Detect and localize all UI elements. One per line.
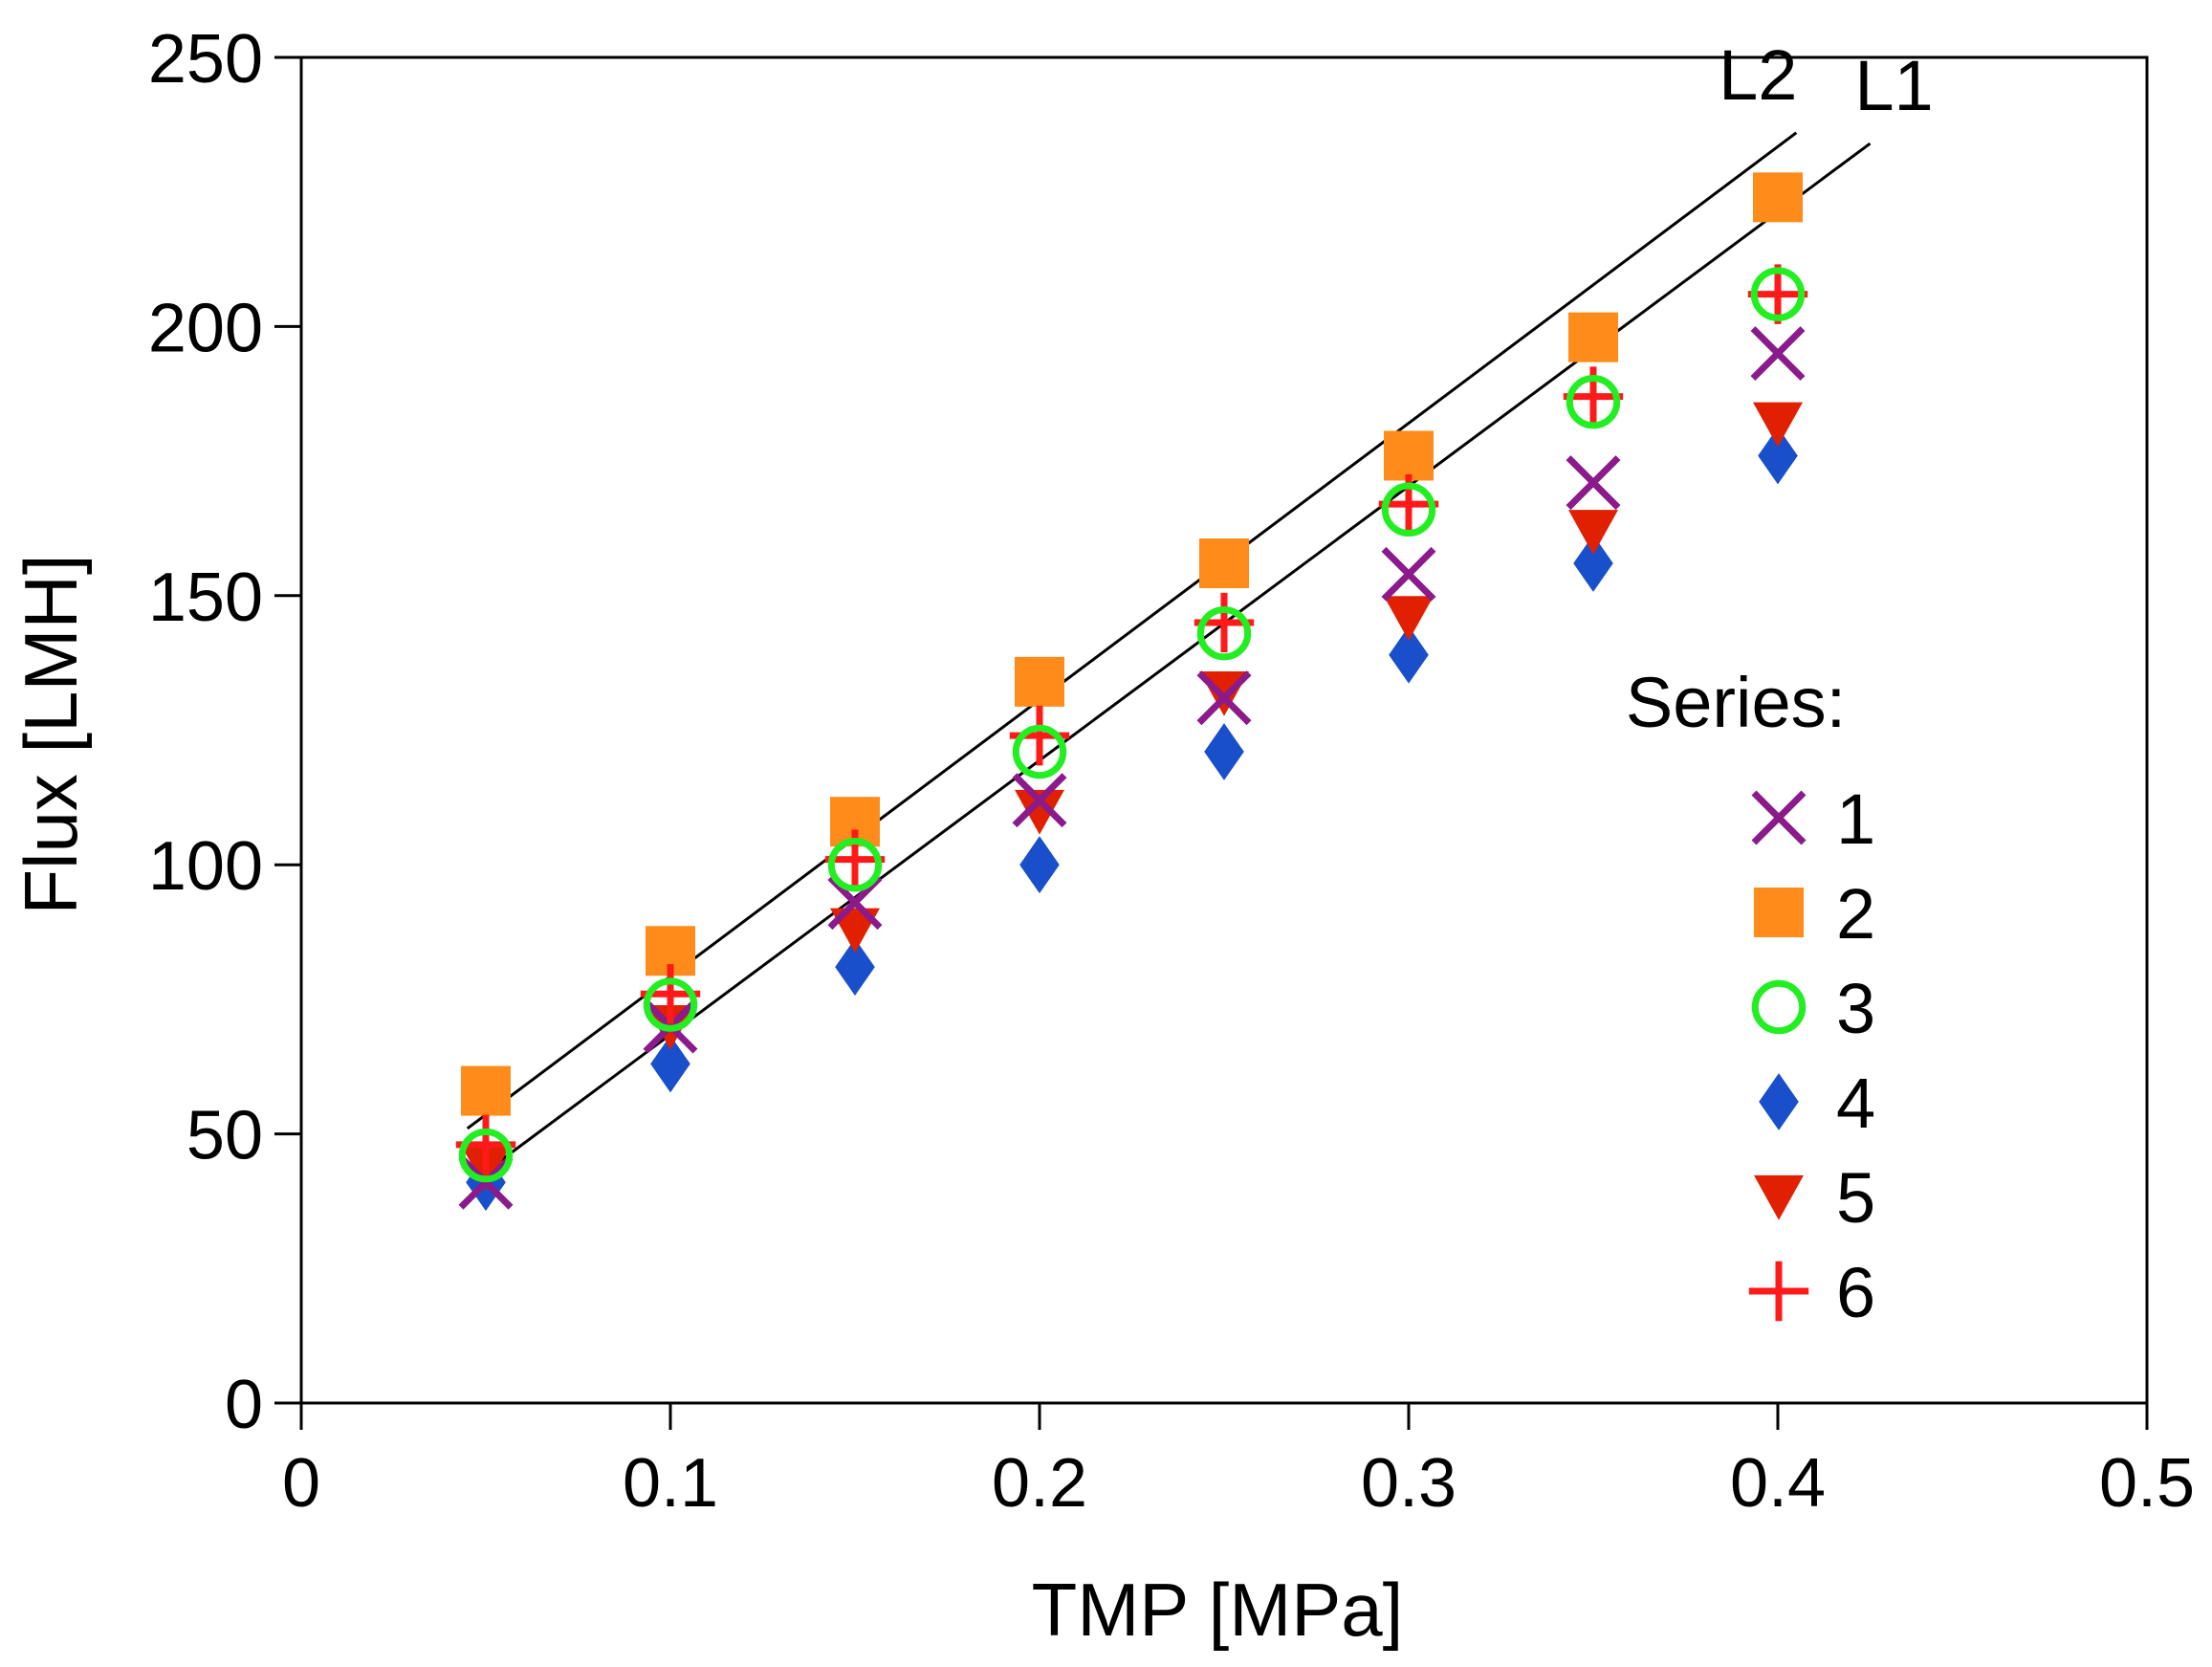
- data-point: [458, 1128, 514, 1183]
- legend-label: 6: [1836, 1253, 1875, 1332]
- data-point: [1389, 625, 1429, 684]
- y-tick-label: 100: [148, 828, 263, 905]
- y-tick-label: 250: [148, 21, 263, 98]
- legend-marker: [1754, 888, 1804, 937]
- data-point: [1747, 264, 1808, 324]
- y-tick-label: 150: [148, 559, 263, 636]
- data-point: [1196, 670, 1252, 726]
- data-point: [1381, 546, 1436, 602]
- data-point: [643, 977, 698, 1032]
- fit-line-label-l1: L1: [1854, 46, 1933, 125]
- data-point: [827, 838, 883, 892]
- legend-item-4: 4: [1759, 1064, 1875, 1143]
- y-axis-title: Flux [LMH]: [9, 554, 93, 914]
- legend-item-6: 6: [1748, 1253, 1875, 1332]
- data-point: [461, 1065, 511, 1116]
- x-tick-label: 0.2: [992, 1445, 1087, 1522]
- x-tick-label: 0.4: [1730, 1445, 1826, 1522]
- legend-item-3: 3: [1751, 969, 1875, 1048]
- x-tick-label: 0: [282, 1445, 320, 1522]
- data-point: [835, 938, 875, 997]
- data-point: [1019, 836, 1060, 894]
- legend-label: 4: [1836, 1064, 1875, 1143]
- x-tick-label: 0.5: [2099, 1445, 2195, 1522]
- data-point: [1758, 427, 1798, 485]
- x-axis-title: TMP [MPa]: [1032, 1568, 1404, 1652]
- data-point: [1015, 656, 1064, 707]
- data-point: [1012, 773, 1067, 828]
- y-tick-label: 0: [225, 1367, 263, 1443]
- data-points: [455, 172, 1808, 1212]
- axes: 0 0.1 0.2 0.3 0.4 0.5 0 50 100 150 200 250: [148, 21, 2195, 1522]
- legend-label: 2: [1836, 874, 1875, 954]
- data-point: [1381, 482, 1436, 537]
- data-point: [1753, 172, 1803, 223]
- fit-line-label-l2: L2: [1719, 35, 1797, 115]
- series-2: [461, 172, 1803, 1116]
- fit-line-l1: [485, 142, 1872, 1173]
- data-point: [1750, 267, 1806, 321]
- series-4: [466, 427, 1798, 1212]
- data-point: [1753, 402, 1803, 448]
- legend-label: 5: [1836, 1158, 1875, 1238]
- y-tick-label: 50: [186, 1098, 263, 1174]
- legend-marker: [1754, 1174, 1804, 1220]
- legend-label: 3: [1836, 969, 1875, 1048]
- plot-area-frame: [299, 55, 2149, 1405]
- fit-lines: L1 L2: [466, 35, 1934, 1173]
- y-tick-label: 200: [148, 290, 263, 366]
- legend-marker: [1759, 1073, 1799, 1130]
- data-point: [1566, 455, 1621, 511]
- data-point: [1568, 510, 1618, 555]
- data-point: [1384, 430, 1434, 481]
- data-point: [1384, 596, 1434, 642]
- legend: Series: 1 2 3 4 5 6: [1626, 663, 1875, 1332]
- legend-marker: [1751, 979, 1807, 1035]
- legend-marker: [1751, 790, 1807, 845]
- legend-title: Series:: [1626, 663, 1846, 742]
- legend-item-2: 2: [1754, 874, 1875, 954]
- legend-marker: [1748, 1261, 1809, 1322]
- data-point: [1015, 789, 1064, 835]
- data-point: [1204, 723, 1244, 780]
- x-tick-label: 0.3: [1361, 1445, 1456, 1522]
- data-point: [1196, 605, 1252, 661]
- data-point: [830, 908, 880, 954]
- series-3: [458, 267, 1806, 1183]
- legend-item-5: 5: [1754, 1158, 1875, 1238]
- data-point: [1566, 374, 1621, 429]
- x-tick-label: 0.1: [623, 1445, 718, 1522]
- data-point: [650, 1035, 690, 1093]
- data-point: [1573, 535, 1613, 592]
- legend-item-1: 1: [1751, 779, 1875, 859]
- data-point: [1012, 724, 1067, 779]
- legend-label: 1: [1836, 779, 1875, 859]
- data-point: [1750, 326, 1806, 382]
- data-point: [1568, 312, 1618, 362]
- data-point: [1199, 538, 1249, 589]
